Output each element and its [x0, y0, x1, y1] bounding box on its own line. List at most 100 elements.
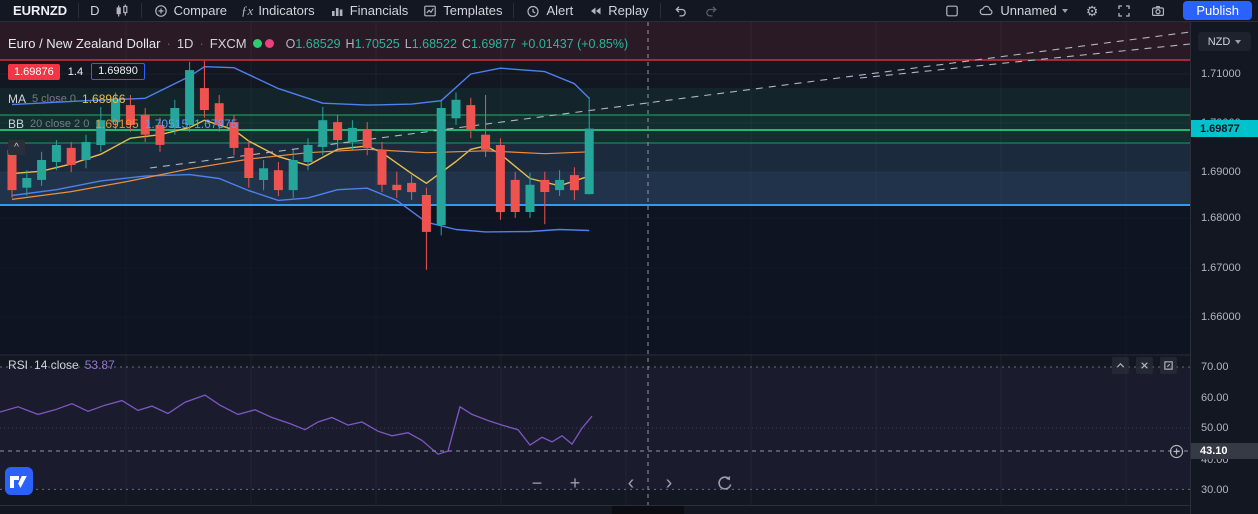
fullscreen-button[interactable]	[1109, 0, 1139, 22]
high-label: H	[345, 36, 355, 51]
legend-interval: 1D	[176, 36, 194, 51]
rsi-axis-label: 50.00	[1201, 422, 1229, 434]
ma-params: 5 close 0	[32, 93, 77, 105]
price-label: 1.67000	[1201, 262, 1241, 274]
currency-selector[interactable]: NZD	[1198, 32, 1251, 51]
compare-label: Compare	[173, 3, 228, 18]
replay-button[interactable]: Replay	[580, 0, 655, 22]
add-alert-button[interactable]	[1168, 443, 1185, 460]
reset-icon	[718, 476, 732, 490]
plus-circle-icon	[1169, 444, 1184, 459]
scroll-right-button[interactable]: ›	[658, 472, 680, 494]
chart-style-button[interactable]	[107, 0, 137, 22]
toolbar-right-group: Unnamed ⚙ Publish	[937, 0, 1252, 22]
undo-icon	[675, 6, 686, 17]
low-value: 1.68522	[411, 36, 457, 51]
open-label: O	[285, 36, 296, 51]
camera-icon	[1152, 5, 1165, 16]
rsi-pane-controls	[1112, 357, 1177, 374]
compare-button[interactable]: Compare	[146, 0, 234, 22]
alert-label: Alert	[546, 3, 574, 18]
reset-chart-button[interactable]	[714, 472, 736, 494]
toolbar-divider	[513, 3, 515, 18]
rsi-study-legend[interactable]: RSI 14 close 53.87	[8, 358, 115, 372]
replay-label: Replay	[608, 3, 649, 18]
change-value: +0.01437 (+0.85%)	[521, 36, 629, 51]
close-value: 1.69877	[470, 36, 517, 51]
chevron-down-icon	[1061, 8, 1068, 13]
data-status-dot-green	[252, 39, 262, 48]
scroll-left-button[interactable]: ‹	[620, 472, 642, 494]
interval-button[interactable]: D	[83, 0, 106, 22]
crosshair-time-label	[612, 506, 684, 514]
templates-button[interactable]: Templates	[415, 0, 509, 22]
plus-circle-icon	[154, 4, 167, 17]
cloud-icon	[980, 5, 993, 15]
bb-params: 20 close 2 0	[30, 118, 90, 130]
tradingview-logo[interactable]	[4, 466, 34, 501]
alert-button[interactable]: Alert	[518, 0, 580, 22]
close-icon	[1141, 362, 1148, 369]
legend-separator: ·	[166, 36, 171, 51]
pane-move-up-button[interactable]	[1112, 357, 1129, 374]
rsi-value: 53.87	[84, 358, 115, 372]
bb-name: BB	[8, 117, 25, 131]
indicators-label: Indicators	[258, 3, 315, 18]
ohlc-values: O1.68529 H1.70525 L1.68522 C1.69877 +0.0…	[286, 37, 629, 51]
bb-study-legend[interactable]: BB 20 close 2 0 1.69195 1.70515 1.67875	[8, 117, 238, 131]
toolbar-divider	[78, 3, 80, 18]
publish-button[interactable]: Publish	[1183, 1, 1252, 20]
bid-ask-tags: 1.69876 1.4 1.69890	[8, 63, 145, 80]
toolbar-left-group: EURNZD D Compare	[6, 0, 727, 22]
open-value: 1.68529	[295, 36, 341, 51]
price-axis[interactable]: NZD 1.71000 1.70000 1.69000 1.68000 1.67…	[1190, 22, 1258, 514]
toolbar-divider	[140, 3, 142, 18]
symbol-button[interactable]: EURNZD	[6, 0, 74, 22]
undo-button[interactable]	[665, 0, 696, 22]
chart-canvas[interactable]	[0, 22, 1190, 505]
zoom-out-button[interactable]: −	[526, 472, 548, 494]
fullscreen-icon	[1118, 4, 1131, 17]
settings-button[interactable]: ⚙	[1079, 0, 1106, 22]
redo-button[interactable]	[696, 0, 727, 22]
pane-close-button[interactable]	[1136, 357, 1153, 374]
template-icon	[424, 5, 437, 16]
chevron-down-icon	[1235, 39, 1242, 44]
bb-lower-value: 1.67875	[194, 117, 238, 131]
bb-basis-value: 1.69195	[95, 117, 139, 131]
layout-name-label: Unnamed	[1000, 3, 1057, 18]
pane-maximize-button[interactable]	[1160, 357, 1177, 374]
price-label: 1.66000	[1201, 311, 1241, 323]
price-label: 1.68000	[1201, 212, 1241, 224]
rsi-params: 14 close	[34, 358, 79, 372]
legend-separator: ·	[199, 36, 204, 51]
bar-chart-icon	[331, 7, 343, 16]
close-label: C	[461, 36, 471, 51]
top-toolbar: EURNZD D Compare	[0, 0, 1258, 22]
symbol-legend[interactable]: Euro / New Zealand Dollar · 1D · FXCM O1…	[8, 36, 628, 51]
financials-label: Financials	[349, 3, 409, 18]
zoom-in-button[interactable]: +	[564, 472, 586, 494]
bb-upper-value: 1.70515	[144, 117, 189, 131]
gear-icon: ⚙	[1085, 2, 1099, 19]
cloud-save-button[interactable]: Unnamed	[971, 0, 1074, 22]
chevron-up-glyph: ^	[14, 142, 19, 153]
templates-label: Templates	[443, 3, 503, 18]
screenshot-button[interactable]	[1143, 0, 1173, 22]
price-label: 1.69000	[1201, 166, 1241, 178]
ma-value: 1.68966	[82, 92, 126, 106]
ask-price-tag: 1.69890	[91, 63, 145, 80]
data-status-dot-pink	[264, 39, 274, 48]
layout-icon	[946, 5, 959, 16]
financials-button[interactable]: Financials	[322, 0, 416, 22]
ma-name: MA	[8, 92, 26, 106]
rsi-axis-label: 30.00	[1201, 484, 1229, 496]
candlestick-icon	[116, 4, 127, 16]
layout-button[interactable]	[937, 0, 967, 22]
collapse-marker[interactable]: ^	[8, 140, 25, 155]
indicators-button[interactable]: ƒx Indicators	[234, 0, 322, 22]
tradingview-logo-icon	[5, 467, 33, 495]
ma-study-legend[interactable]: MA 5 close 0 1.68966	[8, 92, 125, 106]
time-axis[interactable]	[0, 505, 1190, 514]
